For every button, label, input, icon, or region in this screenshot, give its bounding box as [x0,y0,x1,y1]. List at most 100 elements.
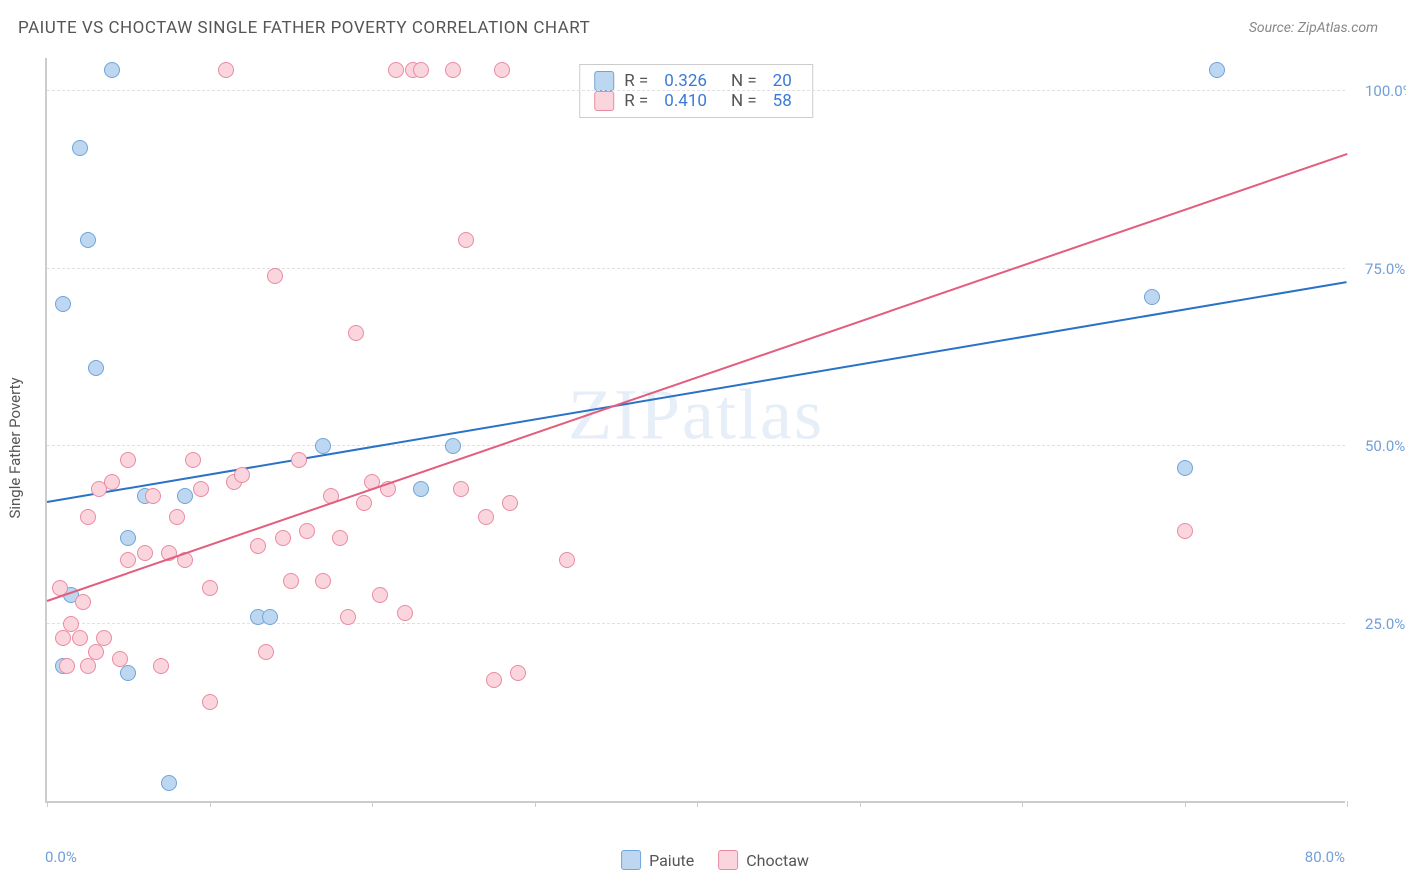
data-point [75,594,91,610]
data-point [112,651,128,667]
chart-container: Single Father Poverty ZIPatlas R =0.326N… [45,58,1385,838]
legend-swatch [621,850,641,870]
x-tick [372,801,373,807]
data-point [193,481,209,497]
stats-row: R = 0.410 N = 58 [594,91,798,111]
data-point [72,630,88,646]
data-point [356,495,372,511]
data-point [88,360,104,376]
data-point [486,672,502,688]
data-point [559,552,575,568]
data-point [120,665,136,681]
data-point [413,481,429,497]
y-tick-label: 25.0% [1351,615,1405,633]
data-point [55,630,71,646]
legend-label: Choctaw [746,851,809,870]
data-point [169,509,185,525]
plot-area: ZIPatlas R =0.326N =20R =0.410N =58 25.0… [45,58,1345,803]
data-point [137,545,153,561]
watermark: ZIPatlas [568,373,824,456]
data-point [258,644,274,660]
data-point [120,452,136,468]
data-point [445,438,461,454]
data-point [372,587,388,603]
data-point [177,488,193,504]
y-tick-label: 50.0% [1351,437,1405,455]
legend-item: Choctaw [718,850,809,870]
r-value: 0.410 [658,91,713,111]
x-tick [1185,801,1186,807]
data-point [445,62,461,78]
data-point [1177,523,1193,539]
data-point [1177,460,1193,476]
data-point [80,658,96,674]
data-point [510,665,526,681]
data-point [299,523,315,539]
data-point [413,62,429,78]
data-point [332,530,348,546]
legend-label: Paiute [649,851,694,870]
data-point [315,438,331,454]
data-point [153,658,169,674]
data-point [59,658,75,674]
n-value: 58 [767,91,798,111]
data-point [458,232,474,248]
data-point [494,62,510,78]
data-point [96,630,112,646]
data-point [262,609,278,625]
data-point [104,474,120,490]
data-point [1144,289,1160,305]
x-tick [1347,801,1348,807]
trend-line [47,153,1348,602]
data-point [202,580,218,596]
y-axis-title: Single Father Poverty [6,377,24,518]
x-tick [47,801,48,807]
data-point [267,268,283,284]
x-axis-max: 80.0% [1305,848,1345,866]
n-value: 20 [767,71,798,91]
data-point [120,552,136,568]
legend-item: Paiute [621,850,694,870]
n-label: N = [731,91,757,111]
data-point [478,509,494,525]
data-point [55,296,71,312]
data-point [453,481,469,497]
data-point [397,605,413,621]
data-point [315,573,331,589]
source-attribution: Source: ZipAtlas.com [1249,20,1378,36]
gridline: 50.0% [47,445,1345,446]
data-point [202,694,218,710]
data-point [88,644,104,660]
r-label: R = [624,71,648,91]
data-point [234,467,250,483]
gridline: 75.0% [47,268,1345,269]
r-value: 0.326 [658,71,713,91]
data-point [275,530,291,546]
data-point [291,452,307,468]
data-point [340,609,356,625]
r-label: R = [624,91,648,111]
data-point [104,62,120,78]
data-point [185,452,201,468]
data-point [502,495,518,511]
x-tick [697,801,698,807]
data-point [1209,62,1225,78]
bottom-legend: Paiute Choctaw [621,850,809,870]
data-point [388,62,404,78]
n-label: N = [731,71,757,91]
series-swatch [594,71,614,91]
chart-title: PAIUTE VS CHOCTAW SINGLE FATHER POVERTY … [18,18,590,38]
data-point [145,488,161,504]
x-tick [860,801,861,807]
gridline: 100.0% [47,90,1345,91]
stats-row: R = 0.326 N = 20 [594,71,798,91]
data-point [250,538,266,554]
data-point [283,573,299,589]
data-point [218,62,234,78]
x-axis-min: 0.0% [45,848,77,866]
legend-swatch [718,850,738,870]
x-tick [1022,801,1023,807]
data-point [120,530,136,546]
data-point [80,232,96,248]
data-point [161,775,177,791]
